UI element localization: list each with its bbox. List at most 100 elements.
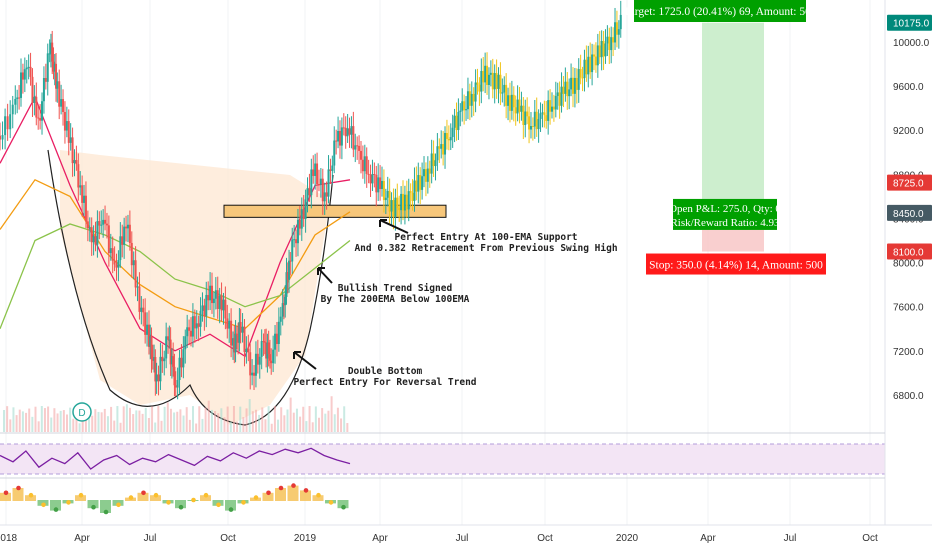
candle-body	[238, 321, 241, 343]
candle-body	[245, 348, 248, 353]
volume-bar	[336, 407, 339, 432]
candle-body	[510, 94, 513, 111]
candle-body	[279, 316, 282, 322]
hist-dot	[241, 500, 246, 505]
candle-body	[508, 95, 511, 111]
volume-bar	[129, 407, 131, 432]
candle-body	[201, 305, 204, 311]
annotation-arrow	[293, 351, 317, 370]
candle-body	[191, 316, 194, 337]
volume-bar	[113, 420, 116, 432]
volume-bar	[214, 411, 217, 432]
candle-body	[314, 163, 317, 176]
stop-label: Stop: 350.0 (4.14%) 14, Amount: 500	[649, 260, 823, 272]
volume-bar	[223, 417, 226, 432]
candle-body	[9, 114, 12, 130]
volume-bar	[91, 415, 94, 432]
volume-bar	[255, 409, 257, 432]
candle-body	[275, 333, 278, 344]
candle-body	[302, 209, 305, 220]
candle-body	[147, 324, 150, 347]
candle-body	[476, 82, 479, 85]
candle-body	[67, 121, 70, 143]
volume-bar	[182, 415, 185, 432]
candle-body	[449, 137, 452, 141]
hist-dot	[41, 502, 46, 508]
candle-body	[274, 333, 277, 350]
candle-body	[111, 248, 114, 261]
hist-dot	[103, 509, 109, 515]
hist-bar	[275, 488, 286, 501]
candle-body	[403, 194, 406, 211]
volume-bar	[207, 400, 210, 432]
target-label: Target: 1725.0 (20.41%) 69, Amount: 500	[623, 6, 816, 18]
candle-body	[44, 77, 47, 82]
hist-dot	[216, 502, 221, 508]
hist-dot	[191, 497, 196, 503]
candle-body	[232, 338, 235, 346]
volume-bar	[147, 418, 150, 432]
annotation-line2: By The 200EMA Below 100EMA	[321, 294, 470, 305]
candle-body	[365, 156, 368, 174]
candle-body	[453, 115, 456, 128]
candle-body	[352, 126, 355, 150]
candle-body	[581, 77, 584, 79]
ema-line-0	[0, 95, 351, 358]
candle-body	[438, 146, 441, 149]
candle-body	[421, 176, 424, 190]
hist-bar	[12, 488, 24, 501]
volume-bar	[43, 408, 46, 432]
candle-body	[266, 342, 269, 359]
dividend-badge-label: D	[78, 408, 85, 419]
candle-body	[379, 177, 382, 189]
annotation-line1: Double Bottom	[348, 366, 423, 377]
volume-bar	[88, 407, 91, 432]
candle-body	[239, 321, 242, 333]
candle-body	[411, 192, 414, 201]
candle-body	[507, 95, 510, 106]
volume-bar	[72, 418, 75, 432]
pl-label: Open P&L: 275.0, Qty: 0	[669, 203, 781, 215]
candle-body	[102, 219, 105, 225]
volume-bar	[318, 417, 320, 432]
candle-body	[447, 138, 450, 141]
candle-body	[130, 242, 133, 266]
candle-body	[159, 356, 162, 382]
x-tick-label: 2019	[294, 533, 317, 544]
hist-dot	[316, 492, 321, 498]
candle-body	[199, 310, 202, 327]
candle-body	[455, 115, 458, 131]
candle-body	[300, 209, 303, 229]
candle-body	[195, 323, 198, 329]
candle-body	[430, 153, 433, 174]
candle-body	[608, 36, 611, 51]
candle-body	[170, 356, 173, 365]
candle-body	[526, 111, 529, 117]
candle-body	[417, 174, 420, 192]
candle-body	[402, 193, 405, 211]
candle-body	[6, 116, 9, 130]
candle-body	[138, 286, 141, 312]
candle-body	[226, 318, 229, 329]
hist-dot	[128, 495, 134, 500]
candle-body	[83, 195, 86, 203]
candle-body	[167, 336, 170, 340]
volume-bar	[239, 406, 242, 432]
candle-body	[288, 260, 291, 280]
volume-bar	[210, 409, 213, 432]
candle-body	[190, 330, 192, 337]
volume-bar	[160, 420, 163, 432]
candle-body	[23, 69, 26, 80]
candle-body	[497, 74, 500, 89]
y-tick-label: 10000.0	[893, 38, 930, 49]
candle-body	[33, 96, 36, 103]
candle-body	[520, 105, 523, 112]
candle-body	[396, 197, 399, 209]
candle-body	[558, 92, 561, 106]
candle-body	[308, 188, 311, 196]
volume-bar	[66, 414, 68, 432]
long-position-tool[interactable]: Target: 1725.0 (20.41%) 69, Amount: 500 O…	[623, 0, 826, 275]
volume-bar	[321, 408, 324, 432]
volume-bar	[125, 404, 128, 432]
